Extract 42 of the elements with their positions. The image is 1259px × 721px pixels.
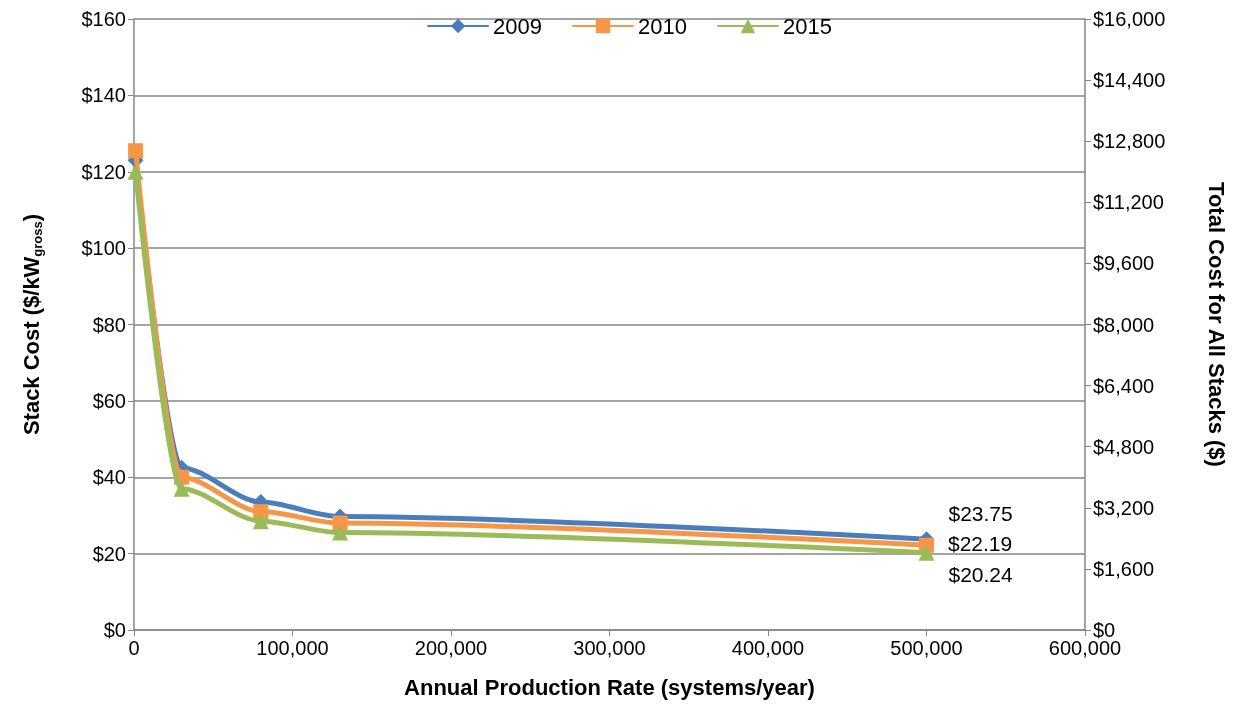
x-axis-title: Annual Production Rate (systems/year) [404, 674, 815, 700]
y-axis-title: Stack Cost ($/kWgross) [19, 213, 45, 436]
point [253, 504, 269, 520]
y-tick-label: $40 [92, 466, 126, 489]
legend-label: 2010 [638, 13, 687, 39]
x-tick-label: 100,000 [256, 637, 329, 659]
data-label: $23.75 [948, 501, 1013, 525]
legend-label: 2015 [782, 13, 832, 39]
y2-tick-label: $16,000 [1093, 8, 1166, 30]
x-tick-label: 200,000 [414, 637, 488, 659]
point [127, 163, 144, 180]
data-label: $20.24 [948, 563, 1014, 587]
y2-tick-label: $6,400 [1093, 374, 1155, 397]
y-tick-label: $60 [92, 389, 126, 412]
y-tick-label: $160 [81, 8, 126, 30]
point [128, 143, 144, 159]
x-tick-label: 400,000 [731, 637, 805, 659]
point [252, 513, 269, 530]
y2-axis-title: Total Cost for All Stacks ($) [1203, 182, 1229, 467]
y-tick-label: $0 [103, 619, 126, 641]
y2-tick-label: $4,800 [1093, 435, 1155, 458]
y-tick-label: $20 [92, 542, 126, 565]
y2-tick-label: $8,000 [1093, 313, 1155, 336]
y2-tick-label: $11,200 [1093, 191, 1164, 214]
x-tick-label: 500,000 [890, 637, 963, 659]
data-label: $22.19 [948, 531, 1013, 555]
y2-tick-label: $14,400 [1093, 69, 1166, 92]
y-tick-label: $100 [81, 237, 126, 260]
legend-label: 2009 [493, 13, 543, 39]
y2-tick-label: $3,200 [1093, 496, 1155, 519]
point [332, 524, 349, 541]
x-tick-label: 0 [128, 637, 140, 659]
point [173, 480, 190, 497]
y2-tick-label: $9,600 [1093, 252, 1155, 275]
y-tick-label: $120 [81, 160, 126, 183]
y-tick-label: $80 [92, 313, 126, 336]
point [918, 544, 935, 561]
y-tick-label: $140 [81, 84, 126, 107]
x-tick-label: 300,000 [573, 637, 646, 659]
y2-tick-label: $0 [1093, 619, 1116, 641]
y2-tick-label: $1,600 [1093, 557, 1155, 580]
y2-tick-label: $12,800 [1093, 130, 1166, 153]
